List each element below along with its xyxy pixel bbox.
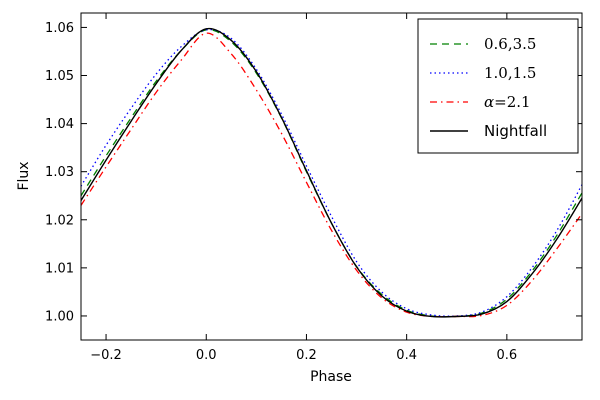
y-tick-label: 1.00 xyxy=(45,309,74,324)
y-tick-label: 1.06 xyxy=(45,21,74,36)
x-tick-label: 0.4 xyxy=(396,348,417,363)
y-axis-label: Flux xyxy=(16,161,32,190)
series-line-nightfall xyxy=(81,27,582,318)
series-layer xyxy=(81,27,582,318)
y-tick-label: 1.05 xyxy=(45,69,74,84)
tick-layer: −0.2 0.0 0.2 0.4 0.6 1.00 1.01 1.02 1.03 1.04 1.05… xyxy=(45,13,582,363)
legend-label-nightfall: Nightfall xyxy=(484,122,547,140)
legend: 0.6,3.5 1.0,1.5 α=2.1 Nightfall xyxy=(417,18,579,154)
x-tick-label: −0.2 xyxy=(90,348,122,363)
series-line-1-0-1-5 xyxy=(81,28,582,317)
y-tick-label: 1.01 xyxy=(45,261,74,276)
plot-frame xyxy=(80,12,583,341)
x-tick-label: 0.6 xyxy=(497,348,518,363)
y-tick-label: 1.02 xyxy=(45,213,74,228)
y-tick-label: 1.04 xyxy=(45,117,74,132)
x-tick-label: 0.2 xyxy=(296,348,317,363)
legend-label-0-6-3-5: 0.6,3.5 xyxy=(484,35,536,53)
x-axis-label: Phase xyxy=(310,369,352,385)
legend-label-1-0-1-5: 1.0,1.5 xyxy=(484,64,536,82)
y-tick-label: 1.03 xyxy=(45,165,74,180)
x-tick-label: 0.0 xyxy=(196,348,217,363)
series-line-alpha-2-1 xyxy=(81,32,582,318)
legend-label-alpha-2-1: α=2.1 xyxy=(484,93,531,111)
